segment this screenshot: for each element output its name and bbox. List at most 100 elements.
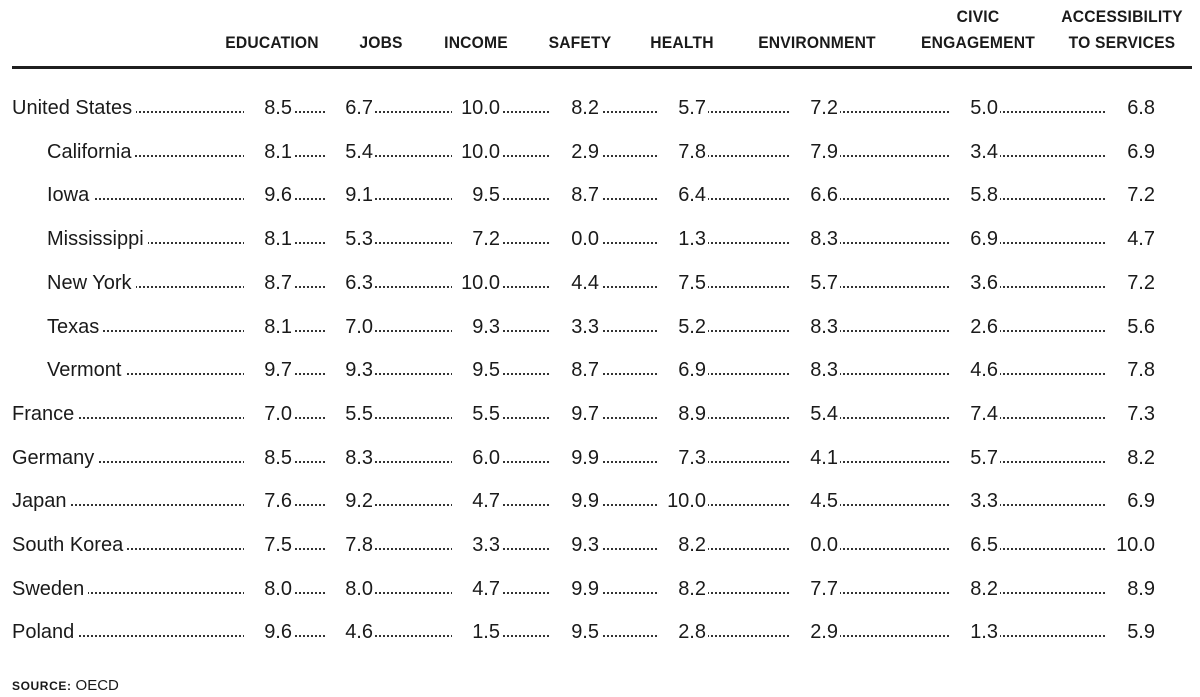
row-label: Iowa <box>47 180 94 211</box>
table-cell: 9.3 <box>452 311 502 342</box>
table-cell: 0.0 <box>551 224 601 255</box>
table-cell: 8.7 <box>551 180 601 211</box>
table-cell: 8.3 <box>790 224 840 255</box>
table-cell: 9.6 <box>244 617 294 648</box>
column-header-line: ENVIRONMENT <box>758 33 876 52</box>
table-row: California 8.1 5.4 10.0 2.9 7.8 7.9 3.4 6.9 <box>0 136 1200 167</box>
table-cell: 9.9 <box>551 486 601 517</box>
column-header-jobs: JOBS <box>349 30 413 56</box>
table-cell: 6.9 <box>1107 486 1157 517</box>
row-label: Texas <box>47 311 104 342</box>
table-cell: 0.0 <box>790 530 840 560</box>
table-cell: 8.1 <box>244 224 294 255</box>
table-cell: 5.2 <box>658 311 708 342</box>
table-cell: 8.2 <box>551 93 601 123</box>
table-cell: 10.0 <box>452 93 502 123</box>
table-cell: 5.6 <box>1107 311 1157 342</box>
table-cell: 7.8 <box>658 136 708 167</box>
table-cell: 4.6 <box>325 617 375 648</box>
column-header-line: HEALTH <box>650 33 714 52</box>
table-row: Iowa 9.6 9.1 9.5 8.7 6.4 6.6 5.8 7.2 <box>0 180 1200 211</box>
table-row: Sweden 8.0 8.0 4.7 9.9 8.2 7.7 8.2 8.9 <box>0 573 1200 604</box>
table-cell: 5.7 <box>790 267 840 298</box>
table-cell: 9.5 <box>452 355 502 386</box>
table-cell: 6.6 <box>790 180 840 211</box>
table-cell: 7.8 <box>1107 355 1157 386</box>
table-cell: 7.9 <box>790 136 840 167</box>
table-cell: 8.1 <box>244 311 294 342</box>
table-cell: 6.5 <box>950 530 1000 560</box>
table-cell: 3.3 <box>551 311 601 342</box>
table-cell: 8.2 <box>950 573 1000 604</box>
table-cell: 9.5 <box>452 180 502 211</box>
column-header-environment: ENVIRONMENT <box>748 30 886 56</box>
table-cell: 9.9 <box>551 442 601 473</box>
column-header-line: CIVIC <box>956 7 1000 26</box>
table-cell: 7.0 <box>244 398 294 429</box>
table-cell: 4.6 <box>950 355 1000 386</box>
table-cell: 8.0 <box>244 573 294 604</box>
table-cell: 7.5 <box>244 530 294 560</box>
table-cell: 6.9 <box>1107 136 1157 167</box>
column-header-health: HEALTH <box>636 30 728 56</box>
row-label: Japan <box>12 486 71 517</box>
table-cell: 5.8 <box>950 180 1000 211</box>
row-label: Germany <box>12 442 99 473</box>
column-header-accessibility-to-services: ACCESSIBILITY TO SERVICES <box>1048 4 1195 56</box>
column-header-line: ENGAGEMENT <box>921 33 1035 52</box>
table-cell: 8.5 <box>244 93 294 123</box>
table-cell: 5.3 <box>325 224 375 255</box>
table-cell: 2.9 <box>790 617 840 648</box>
table-row: France 7.0 5.5 5.5 9.7 8.9 5.4 7.4 7.3 <box>0 398 1200 429</box>
table-cell: 10.0 <box>1107 530 1157 560</box>
table-row: Mississippi 8.1 5.3 7.2 0.0 1.3 8.3 6.9 4.7 <box>0 224 1200 255</box>
table-cell: 7.2 <box>1107 267 1157 298</box>
table-cell: 1.3 <box>950 617 1000 648</box>
column-header-safety: SAFETY <box>539 30 622 56</box>
column-header-education: EDUCATION <box>217 30 327 56</box>
table-row: Poland 9.6 4.6 1.5 9.5 2.8 2.9 1.3 5.9 <box>0 617 1200 648</box>
row-label: South Korea <box>12 530 128 560</box>
row-label: California <box>47 136 136 167</box>
table-row: Japan 7.6 9.2 4.7 9.9 10.0 4.5 3.3 6.9 <box>0 486 1200 517</box>
table-cell: 9.2 <box>325 486 375 517</box>
table-cell: 5.4 <box>790 398 840 429</box>
table-cell: 6.9 <box>658 355 708 386</box>
row-label: United States <box>12 93 137 123</box>
table-cell: 9.9 <box>551 573 601 604</box>
table-cell: 7.2 <box>1107 180 1157 211</box>
row-label: Vermont <box>47 355 126 386</box>
column-header-line: ACCESSIBILITY <box>1061 7 1183 26</box>
table-cell: 1.5 <box>452 617 502 648</box>
table-cell: 8.2 <box>658 573 708 604</box>
table-cell: 6.4 <box>658 180 708 211</box>
table-cell: 8.5 <box>244 442 294 473</box>
row-label: Mississippi <box>47 224 148 255</box>
table-cell: 5.5 <box>452 398 502 429</box>
table-cell: 3.6 <box>950 267 1000 298</box>
table-row: New York 8.7 6.3 10.0 4.4 7.5 5.7 3.6 7.2 <box>0 267 1200 298</box>
table-cell: 6.0 <box>452 442 502 473</box>
table-cell: 1.3 <box>658 224 708 255</box>
table-row: Vermont 9.7 9.3 9.5 8.7 6.9 8.3 4.6 7.8 <box>0 355 1200 386</box>
column-header-line: SAFETY <box>548 33 612 52</box>
table-row: Texas 8.1 7.0 9.3 3.3 5.2 8.3 2.6 5.6 <box>0 311 1200 342</box>
row-label: Poland <box>12 617 79 648</box>
table-cell: 7.4 <box>950 398 1000 429</box>
table-cell: 8.7 <box>244 267 294 298</box>
table-cell: 7.7 <box>790 573 840 604</box>
source-note: SOURCE: OECD <box>12 676 119 696</box>
column-header-income: INCOME <box>425 30 526 56</box>
column-header-line: JOBS <box>359 33 403 52</box>
table-cell: 8.0 <box>325 573 375 604</box>
table-cell: 8.3 <box>325 442 375 473</box>
table-cell: 8.2 <box>1107 442 1157 473</box>
row-label: France <box>12 398 79 429</box>
table-cell: 7.2 <box>452 224 502 255</box>
table-cell: 8.3 <box>790 311 840 342</box>
table-cell: 2.8 <box>658 617 708 648</box>
table-cell: 8.1 <box>244 136 294 167</box>
table-cell: 7.2 <box>790 93 840 123</box>
column-header-line: EDUCATION <box>225 33 319 52</box>
table-cell: 9.7 <box>244 355 294 386</box>
